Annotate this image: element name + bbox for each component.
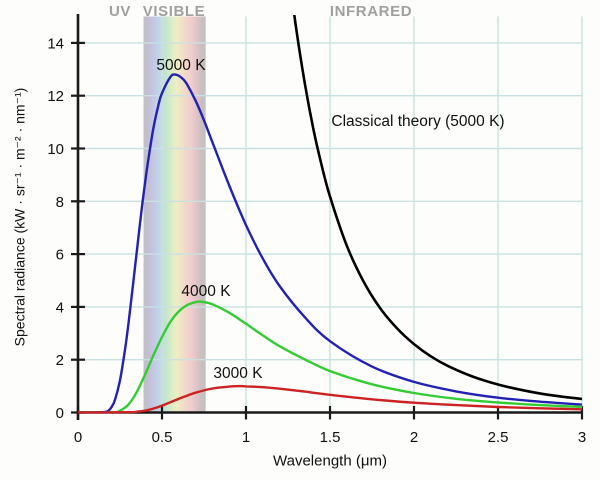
x-tick-label-0: 0 [74, 429, 82, 446]
x-tick-label-0.5: 0.5 [152, 429, 173, 446]
y-tick-label-10: 10 [47, 141, 64, 158]
infrared-region-label: INFRARED [329, 3, 413, 20]
x-tick-label-3: 3 [578, 429, 586, 446]
x-axis-title: Wavelength (μm) [273, 452, 387, 470]
y-tick-label-0: 0 [56, 405, 64, 422]
visible-spectrum-band [143, 16, 206, 413]
curve-classical-theory [292, 15, 582, 401]
y-tick-label-8: 8 [56, 194, 64, 211]
y-tick-label-6: 6 [56, 247, 64, 264]
x-tick-label-1.5: 1.5 [320, 429, 341, 446]
y-tick-label-2: 2 [56, 352, 64, 369]
visible-region-label: VISIBLE [142, 3, 206, 20]
y-tick-label-4: 4 [56, 299, 64, 316]
y-axis-title: Spectral radiance (kW · sr⁻¹ · m⁻² · nm⁻… [11, 87, 28, 347]
y-tick-label-14: 14 [47, 35, 64, 52]
curve-5000k [78, 73, 582, 414]
uv-region-label: UV [108, 3, 132, 20]
y-tick-label-12: 12 [47, 88, 64, 105]
curve-3000k [78, 384, 582, 414]
x-tick-label-2: 2 [410, 429, 418, 446]
curve-4000k [78, 300, 582, 414]
curve-label-3000k: 3000 K [213, 365, 263, 382]
curve-label-5000k: 5000 K [156, 57, 206, 74]
x-tick-label-1: 1 [242, 429, 250, 446]
curve-label-4000k: 4000 K [181, 283, 231, 300]
x-tick-label-2.5: 2.5 [488, 429, 509, 446]
curve-label-classical-theory: Classical theory (5000 K) [331, 113, 505, 130]
